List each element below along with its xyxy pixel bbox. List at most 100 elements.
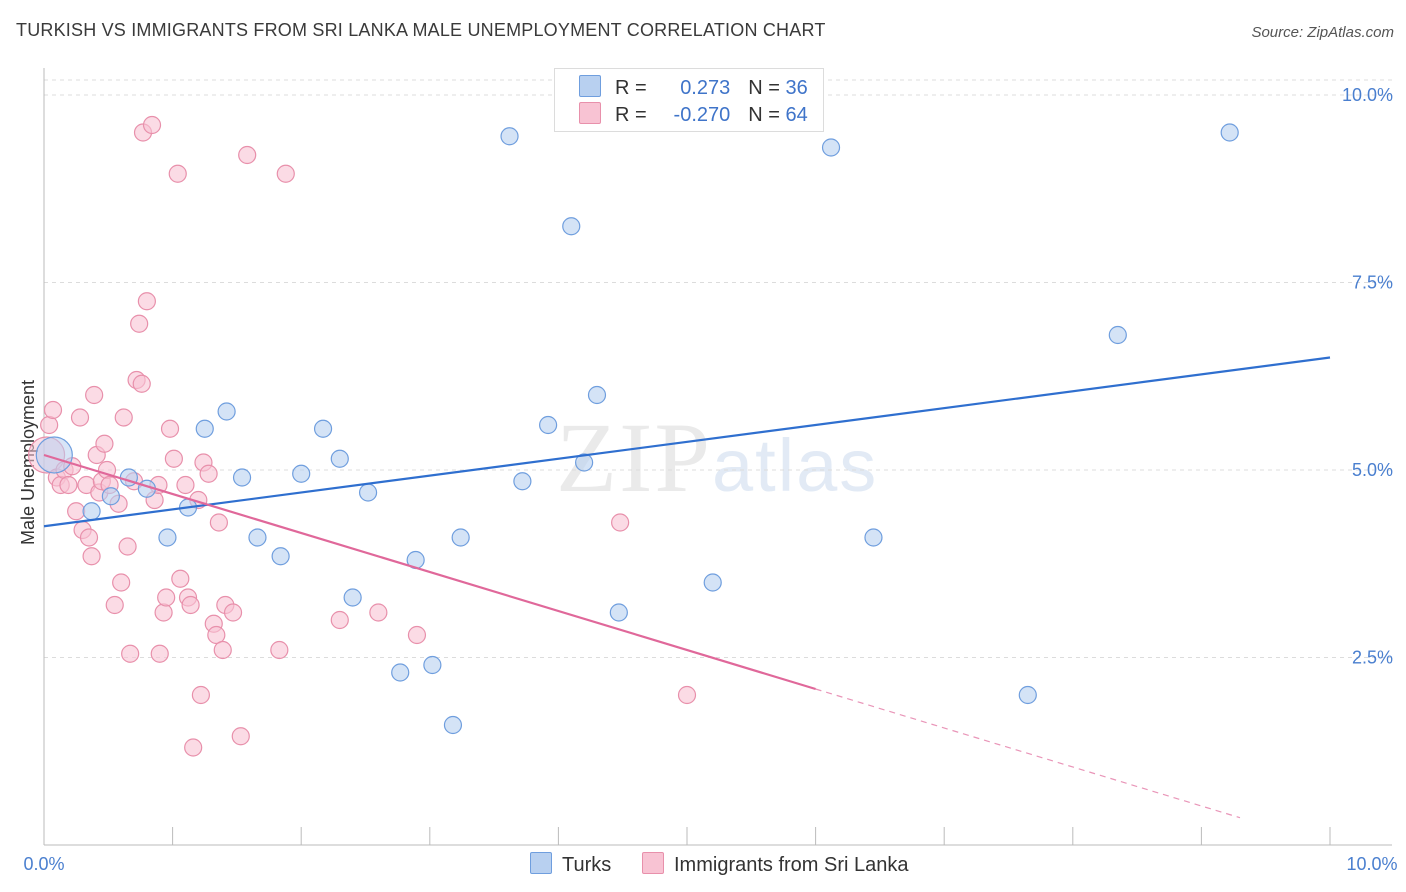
srilanka-trend-line-extension: [815, 688, 1241, 819]
srilanka-point: [171, 569, 190, 588]
srilanka-swatch: [579, 102, 601, 124]
srilanka-legend-label: Immigrants from Sri Lanka: [674, 854, 909, 876]
srilanka-point: [43, 400, 63, 420]
srilanka-point: [118, 537, 137, 556]
turks-point: [82, 502, 101, 521]
srilanka-point: [209, 513, 228, 532]
srilanka-point: [191, 685, 210, 705]
srilanka-point: [677, 685, 697, 705]
srilanka-point: [330, 610, 349, 630]
turks-n-value: 36: [785, 77, 808, 99]
srilanka-point: [157, 588, 176, 607]
srilanka-point: [199, 464, 218, 483]
srilanka-point: [67, 502, 86, 521]
srilanka-trend-line: [43, 453, 816, 691]
turks-point: [575, 453, 594, 472]
turks-point: [248, 528, 267, 547]
srilanka-point: [369, 603, 388, 622]
srilanka-point: [164, 449, 183, 468]
srilanka-point: [142, 115, 162, 135]
turks-point: [158, 528, 177, 547]
srilanka-point: [181, 595, 200, 615]
srilanka-point: [207, 625, 226, 645]
turks-point: [451, 528, 470, 547]
turks-r-label: R =: [615, 77, 653, 99]
y-tick-label: 7.5%: [1352, 273, 1393, 293]
turks-n-label: N =: [748, 77, 786, 99]
turks-point: [313, 419, 333, 438]
turks-point: [195, 419, 214, 438]
turks-point: [562, 217, 581, 236]
srilanka-point: [168, 164, 187, 183]
srilanka-point: [79, 528, 99, 547]
srilanka-point: [121, 644, 140, 663]
turks-point: [330, 449, 349, 468]
turks-r-value: 0.273: [680, 77, 731, 99]
srilanka-point: [184, 738, 203, 757]
srilanka-point: [95, 434, 114, 453]
correlation-legend: R = 0.273 N = 36 R = -0.270 N = 64: [554, 68, 824, 132]
srilanka-n-value: 64: [785, 104, 808, 126]
y-tick-label: 10.0%: [1342, 85, 1393, 105]
x-tick-label-max: 10.0%: [1346, 854, 1397, 874]
turks-point: [821, 138, 841, 157]
srilanka-r-label: R =: [615, 104, 653, 126]
legend-row-turks: R = 0.273 N = 36: [579, 75, 808, 101]
srilanka-point: [176, 475, 195, 495]
srilanka-point: [213, 640, 232, 660]
turks-legend-swatch: [530, 852, 552, 874]
turks-legend-label: Turks: [562, 854, 612, 876]
turks-point: [587, 385, 607, 405]
turks-swatch: [579, 75, 601, 97]
legend-row-srilanka: R = -0.270 N = 64: [579, 102, 808, 128]
turks-point: [513, 472, 532, 491]
chart-title: TURKISH VS IMMIGRANTS FROM SRI LANKA MAL…: [16, 20, 826, 40]
srilanka-point: [611, 513, 630, 532]
srilanka-point: [154, 603, 173, 622]
turks-point: [539, 415, 558, 435]
srilanka-point: [223, 603, 243, 622]
x-tick-label-min: 0.0%: [23, 854, 64, 874]
srilanka-point: [105, 595, 124, 615]
turks-point: [500, 127, 519, 146]
turks-point: [864, 528, 883, 547]
srilanka-point: [132, 374, 151, 393]
srilanka-point: [59, 475, 78, 495]
turks-point: [101, 487, 120, 506]
turks-point: [423, 655, 442, 675]
turks-point: [358, 483, 378, 502]
srilanka-legend-swatch: [642, 852, 664, 874]
legend-item-turks[interactable]: Turks: [530, 852, 611, 877]
turks-point: [1108, 325, 1127, 345]
srilanka-r-value: -0.270: [673, 104, 731, 126]
srilanka-point: [238, 145, 257, 165]
y-axis-title: Male Unemployment: [18, 380, 38, 545]
legend-item-srilanka[interactable]: Immigrants from Sri Lanka: [642, 852, 909, 877]
turks-point: [609, 603, 628, 622]
chart-source: Source: ZipAtlas.com: [1251, 24, 1394, 41]
turks-point: [443, 715, 463, 735]
srilanka-point: [112, 573, 131, 592]
turks-point: [232, 468, 252, 487]
turks-point: [35, 436, 73, 474]
turks-point: [292, 464, 311, 483]
srilanka-point: [82, 547, 101, 566]
y-tick-label: 2.5%: [1352, 648, 1393, 668]
srilanka-point: [270, 640, 289, 660]
srilanka-n-label: N =: [748, 104, 786, 126]
turks-point: [1220, 123, 1239, 142]
watermark-atlas: atlas: [712, 424, 879, 507]
srilanka-point: [40, 415, 59, 435]
srilanka-point: [70, 408, 90, 427]
turks-point: [343, 588, 362, 607]
turks-trend-line: [43, 356, 1331, 528]
turks-point: [703, 573, 722, 592]
srilanka-point: [407, 625, 427, 645]
srilanka-point: [85, 385, 104, 405]
srilanka-point: [231, 727, 250, 746]
srilanka-point: [160, 419, 180, 438]
srilanka-point: [130, 314, 149, 333]
turks-point: [217, 402, 236, 421]
turks-point: [271, 547, 290, 566]
